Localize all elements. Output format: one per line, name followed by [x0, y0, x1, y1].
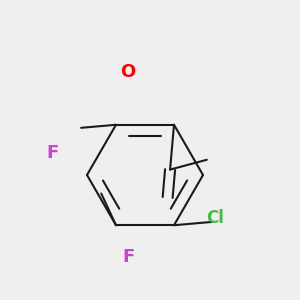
Text: F: F: [122, 248, 134, 266]
Text: F: F: [46, 144, 58, 162]
Text: O: O: [120, 63, 136, 81]
Text: Cl: Cl: [206, 209, 224, 227]
